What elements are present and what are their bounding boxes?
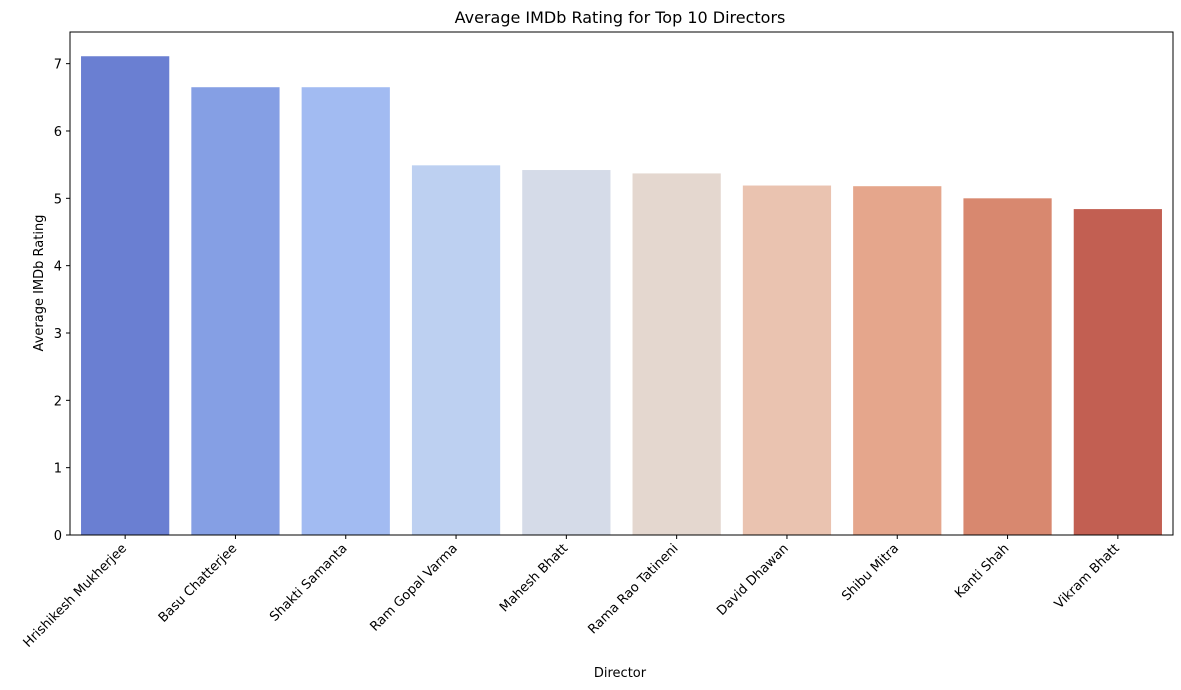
x-tick-label: Shibu Mitra <box>839 541 902 604</box>
y-axis-label: Average IMDb Rating <box>32 215 47 352</box>
x-tick-label: Ram Gopal Varma <box>367 541 460 634</box>
y-tick-label: 6 <box>54 125 62 140</box>
bar <box>522 170 611 536</box>
bar <box>963 198 1052 535</box>
x-tick-label: Shakti Samanta <box>267 541 350 624</box>
y-tick-label: 3 <box>54 327 62 342</box>
x-tick-label: Kanti Shah <box>952 541 1012 601</box>
x-tick-label: David Dhawan <box>714 541 792 619</box>
x-tick-label: Rama Rao Tatineni <box>585 541 681 637</box>
bar <box>853 186 942 535</box>
y-tick-label: 5 <box>54 192 62 207</box>
bar <box>411 165 501 535</box>
y-tick-label: 1 <box>54 462 62 477</box>
y-axis: 0 1 2 3 4 5 6 7 <box>54 58 70 544</box>
x-axis-label: Director <box>594 666 647 681</box>
y-tick-label: 4 <box>54 260 62 275</box>
chart-title: Average IMDb Rating for Top 10 Directors <box>455 8 786 27</box>
y-tick-label: 2 <box>54 394 62 409</box>
bar <box>742 185 832 535</box>
x-tick-label: Basu Chatterjee <box>156 541 240 625</box>
bar <box>301 87 390 535</box>
bar <box>81 56 170 536</box>
x-tick-label: Mahesh Bhatt <box>497 541 571 615</box>
x-axis: Hrishikesh Mukherjee Basu Chatterjee Shakt… <box>21 535 1123 651</box>
y-tick-label: 0 <box>54 529 62 544</box>
plot-frame <box>69 31 1174 536</box>
bars <box>81 56 1162 536</box>
bar <box>1073 209 1162 535</box>
bar <box>632 173 721 535</box>
x-tick-label: Hrishikesh Mukherjee <box>21 541 130 650</box>
x-tick-label: Vikram Bhatt <box>1052 541 1123 612</box>
bar <box>191 87 280 535</box>
y-tick-label: 7 <box>54 58 62 73</box>
